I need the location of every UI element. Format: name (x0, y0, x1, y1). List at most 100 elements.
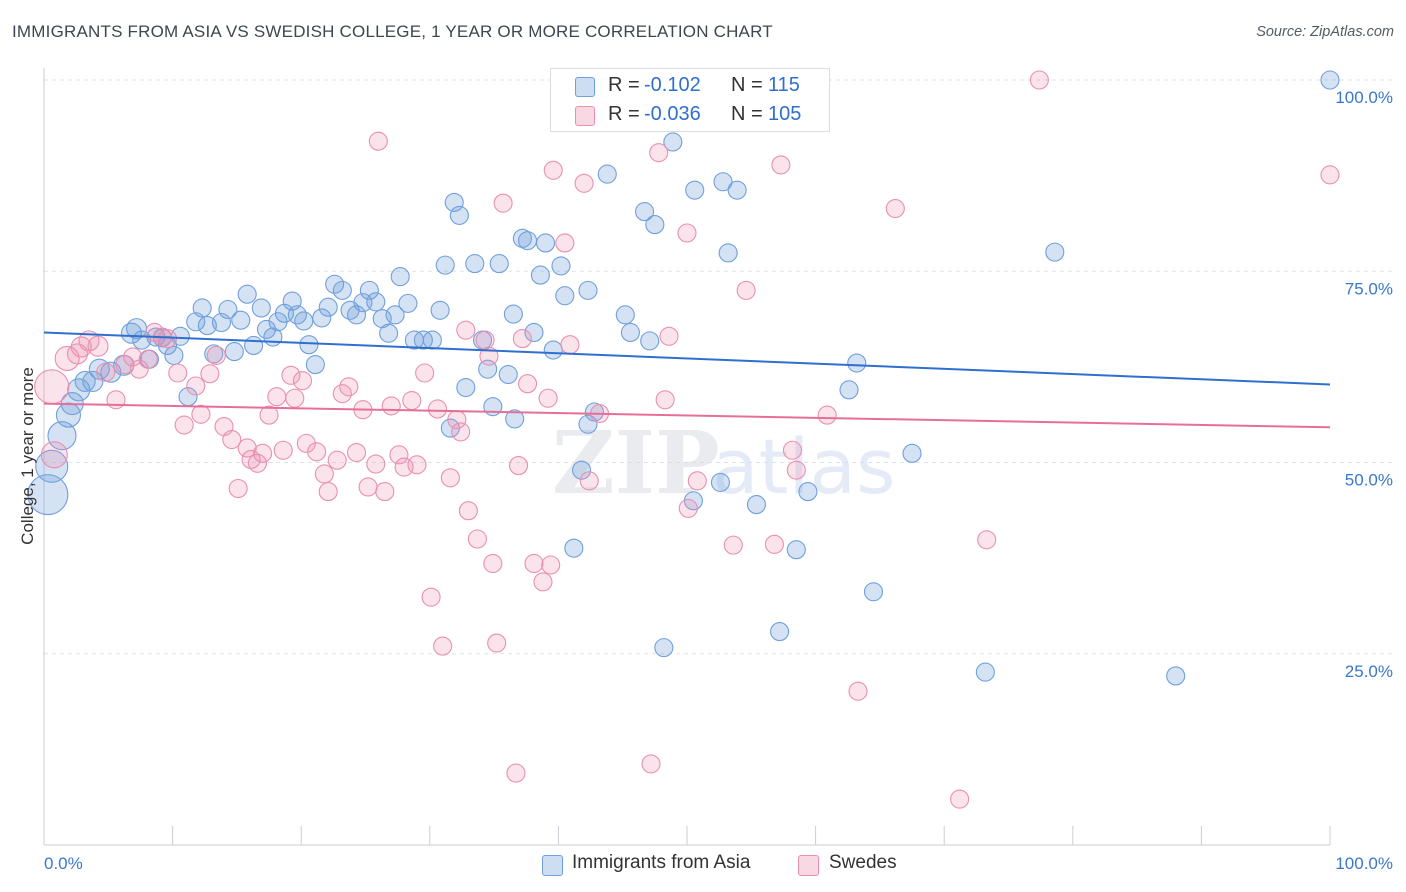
asia-point (224, 342, 244, 362)
asia-point (498, 364, 518, 385)
swedes-point (574, 173, 594, 193)
swedes-point (267, 387, 287, 407)
trend-lines (43, 331, 1331, 429)
swedes-point (950, 789, 970, 809)
asia-point (635, 202, 655, 222)
y-tick-labels: 25.0% 50.0% 75.0% 100.0% (1335, 88, 1393, 681)
swedes-point (440, 468, 460, 488)
swedes-point (237, 438, 257, 458)
asia-point (398, 293, 418, 313)
n-value: 115 (768, 74, 800, 96)
n-label: N = (731, 103, 763, 125)
legend-swatch-asia (542, 855, 563, 876)
chart-title: IMMIGRANTS FROM ASIA VS SWEDISH COLLEGE,… (12, 22, 773, 41)
swedes-point (736, 280, 756, 300)
asia-point (332, 280, 352, 300)
asia-point (244, 335, 264, 356)
swedes-point (200, 364, 220, 384)
swedes-point (508, 456, 529, 476)
swedes-point (186, 376, 206, 396)
swedes-point (281, 365, 301, 385)
swedes-point (687, 471, 707, 491)
swedes-point (40, 441, 68, 469)
swedes-point (885, 198, 905, 219)
swedes-point (292, 371, 313, 391)
swedes-point (318, 482, 338, 502)
asia-point (422, 330, 442, 350)
swedes-point (723, 535, 743, 555)
series-immigrants-from-asia (27, 70, 1340, 686)
r-label: R = (608, 74, 640, 96)
stats-row-asia: R = -0.102 N = 115 (551, 71, 829, 101)
series-legend: Immigrants from Asia Swedes (0, 852, 1406, 878)
asia-point (975, 662, 995, 682)
swedes-point (817, 405, 837, 425)
swedes-point (506, 763, 526, 783)
asia-point (620, 322, 640, 343)
asia-point (385, 305, 405, 325)
swedes-point (659, 326, 679, 346)
asia-point (555, 286, 575, 306)
asia-point (530, 265, 550, 285)
swedes-point (389, 445, 409, 465)
asia-point (430, 300, 450, 320)
r-value: -0.102 (644, 74, 701, 96)
n-value: 105 (768, 103, 802, 125)
swedes-point (34, 369, 70, 405)
asia-point (727, 180, 747, 200)
swedes-point (433, 636, 453, 656)
swedes-point (168, 363, 188, 383)
y-tick-label: 50.0% (1345, 471, 1393, 490)
swedes-point (524, 553, 544, 574)
swedes-point (206, 345, 226, 365)
asia-point (47, 421, 77, 451)
asia-point (197, 316, 217, 336)
asia-point (312, 308, 332, 328)
asia-point (571, 460, 592, 480)
swedes-point (517, 374, 538, 394)
x-tick-label-min: 0.0% (44, 854, 83, 873)
asia-point (512, 228, 532, 248)
asia-point (847, 353, 867, 373)
asia-point (798, 482, 818, 502)
asia-point (640, 331, 660, 351)
asia-point (746, 495, 766, 515)
swedes-point (533, 572, 553, 592)
asia-point (543, 340, 563, 360)
asia-point (318, 297, 338, 317)
asia-point (839, 380, 859, 400)
swedes-point (848, 681, 868, 701)
y-tick-label: 100.0% (1335, 88, 1393, 107)
y-tick-label: 75.0% (1345, 279, 1393, 298)
swedes-point (977, 530, 997, 550)
swedes-point (483, 553, 503, 574)
asia-point (1166, 666, 1186, 686)
swedes-point (1029, 70, 1049, 90)
y-axis-label: College, 1 year or more (18, 367, 37, 545)
swedes-point (487, 633, 507, 653)
asia-point (551, 256, 571, 276)
swedes-swatch (575, 106, 595, 126)
asia-point (346, 305, 367, 325)
asia-point (237, 284, 257, 304)
asia-point (645, 215, 665, 235)
swedes-point (115, 355, 135, 375)
asia-point (1320, 70, 1340, 90)
swedes-point (541, 555, 561, 575)
n-label: N = (731, 74, 763, 96)
swedes-point (677, 223, 697, 243)
swedes-point (538, 388, 558, 408)
watermark-atlas: atlas (712, 422, 896, 511)
swedes-point (782, 440, 803, 460)
asia-point (1045, 242, 1065, 262)
swedes-point (543, 160, 563, 180)
legend-label-asia: Immigrants from Asia (572, 852, 751, 873)
asia-point (713, 172, 733, 192)
swedes-point (259, 405, 279, 425)
asia-point (325, 274, 345, 294)
swedes-point (458, 501, 478, 521)
swedes-point (191, 404, 211, 424)
swedes-point (456, 320, 476, 340)
asia-point (256, 319, 277, 339)
